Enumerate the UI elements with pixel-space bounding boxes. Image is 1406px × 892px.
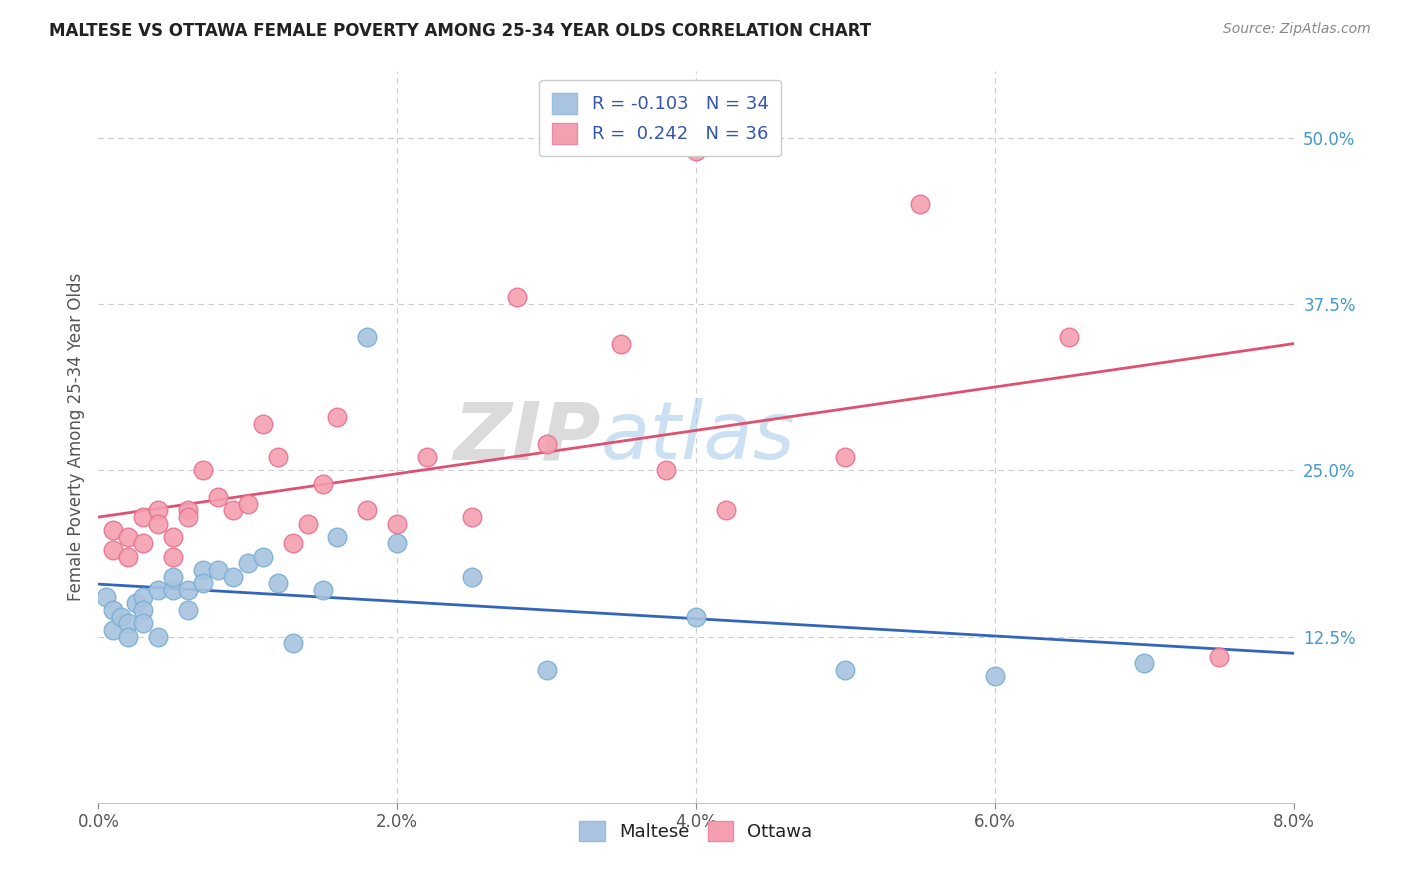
Legend: Maltese, Ottawa: Maltese, Ottawa [572, 814, 820, 848]
Point [297, 516, 319, 531]
Point [94, 590, 117, 604]
Point [461, 509, 484, 524]
Text: ZIP: ZIP [453, 398, 600, 476]
Point [326, 530, 349, 544]
Point [281, 536, 304, 550]
Point [117, 549, 139, 564]
Point [311, 582, 333, 597]
Point [132, 603, 155, 617]
Point [536, 436, 558, 450]
Point [610, 337, 633, 351]
Point [103, 623, 125, 637]
Point [148, 630, 170, 644]
Point [326, 410, 349, 425]
Point [356, 330, 378, 344]
Point [1059, 330, 1081, 344]
Point [162, 582, 184, 597]
Point [207, 563, 229, 577]
Point [252, 549, 274, 564]
Point [148, 582, 170, 597]
Point [125, 596, 148, 610]
Point [834, 450, 856, 464]
Point [416, 450, 439, 464]
Point [984, 669, 1007, 683]
Point [177, 503, 200, 517]
Point [148, 503, 170, 517]
Point [207, 490, 229, 504]
Point [103, 603, 125, 617]
Point [236, 557, 259, 571]
Point [536, 663, 558, 677]
Text: MALTESE VS OTTAWA FEMALE POVERTY AMONG 25-34 YEAR OLDS CORRELATION CHART: MALTESE VS OTTAWA FEMALE POVERTY AMONG 2… [49, 22, 872, 40]
Point [117, 616, 139, 631]
Point [132, 590, 155, 604]
Point [191, 463, 214, 477]
Point [191, 563, 214, 577]
Point [685, 144, 707, 158]
Point [385, 516, 409, 531]
Point [132, 616, 155, 631]
Point [162, 549, 184, 564]
Point [191, 576, 214, 591]
Text: Source: ZipAtlas.com: Source: ZipAtlas.com [1223, 22, 1371, 37]
Point [236, 497, 259, 511]
Point [685, 609, 707, 624]
Point [267, 450, 290, 464]
Point [162, 570, 184, 584]
Point [110, 609, 132, 624]
Point [132, 536, 155, 550]
Point [1133, 656, 1156, 670]
Point [506, 290, 529, 304]
Point [177, 582, 200, 597]
Y-axis label: Female Poverty Among 25-34 Year Olds: Female Poverty Among 25-34 Year Olds [66, 273, 84, 601]
Point [267, 576, 290, 591]
Point [103, 523, 125, 537]
Text: atlas: atlas [600, 398, 796, 476]
Point [222, 570, 245, 584]
Point [252, 417, 274, 431]
Point [177, 509, 200, 524]
Point [714, 503, 737, 517]
Point [281, 636, 304, 650]
Point [1208, 649, 1230, 664]
Point [222, 503, 245, 517]
Point [311, 476, 333, 491]
Point [117, 530, 139, 544]
Point [117, 630, 139, 644]
Point [461, 570, 484, 584]
Point [148, 516, 170, 531]
Point [655, 463, 678, 477]
Point [356, 503, 378, 517]
Point [908, 197, 931, 211]
Point [162, 530, 184, 544]
Point [177, 603, 200, 617]
Point [132, 509, 155, 524]
Point [385, 536, 409, 550]
Point [834, 663, 856, 677]
Point [103, 543, 125, 558]
